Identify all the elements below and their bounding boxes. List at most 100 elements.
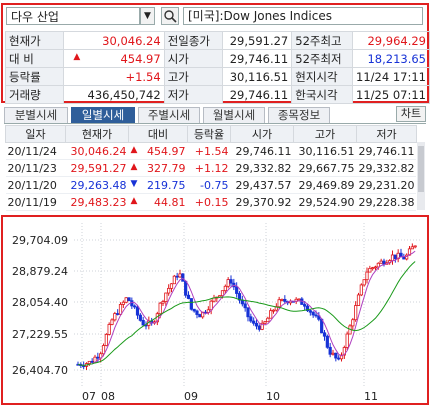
candle-down [252, 320, 256, 324]
candle-up [101, 345, 106, 355]
candle-up [331, 352, 335, 355]
market-name: [미국]:Dow Jones Indices [183, 7, 423, 25]
col-change[interactable]: 대비 [128, 125, 188, 143]
table-row[interactable]: 20/11/24 30,046.24 ▲ 454.97 +1.54 29,746.… [5, 142, 417, 160]
candle-down [328, 346, 332, 355]
candle-up [87, 360, 91, 364]
x-tick-label: 11 [364, 390, 378, 403]
candle-down [133, 305, 137, 308]
row-low: 29,228.38 [356, 193, 417, 211]
prev-close-label: 전일종가 [163, 31, 224, 50]
candle-down [334, 352, 338, 359]
tab-daily[interactable]: 일별시세 [71, 107, 135, 123]
chart-grid [74, 223, 420, 387]
candle-down [96, 356, 100, 359]
quote-table: 현재가 30,046.24 전일종가 29,591.27 52주최고 29,96… [4, 31, 430, 104]
ma-long-line [77, 261, 416, 366]
candle-up [121, 301, 125, 305]
table-row[interactable]: 20/11/19 29,483.23 ▲ 44.81 +0.15 29,370.9… [5, 193, 417, 211]
tab-minute[interactable]: 분별시세 [4, 107, 68, 123]
prev-close-value: 29,591.27 [222, 31, 293, 50]
rate-label: 등락률 [4, 67, 65, 86]
row-high: 30,116.51 [293, 142, 357, 160]
row-date: 20/11/20 [5, 176, 66, 194]
candle-down [116, 313, 120, 315]
y-tick-label: 28,054.40 [12, 296, 68, 309]
candle-down [198, 314, 202, 318]
row-open: 29,370.92 [230, 193, 294, 211]
candle-up [124, 297, 128, 303]
y-tick-label: 29,704.09 [12, 234, 68, 247]
candle-down [141, 319, 145, 326]
symbol-input[interactable]: 다우 산업 [6, 7, 140, 25]
row-close: 30,046.24 [65, 142, 129, 160]
candle-down [311, 311, 315, 316]
candle-down [192, 308, 196, 312]
row-change: ▲ 44.81 [128, 193, 188, 211]
scrollbar-thumb[interactable] [418, 146, 424, 192]
search-button[interactable] [161, 7, 179, 25]
candles [76, 243, 417, 371]
candle-up [107, 324, 111, 335]
candle-up [368, 267, 372, 273]
candle-down [175, 275, 179, 278]
candle-down [243, 303, 247, 309]
col-high[interactable]: 고가 [293, 125, 357, 143]
candle-up [362, 279, 366, 286]
candle-up [277, 299, 281, 308]
tab-bar: 분별시세 일별시세 주별시세 월별시세 종목정보 [4, 107, 426, 124]
table-row[interactable]: 20/11/23 29,591.27 ▲ 327.79 +1.12 29,332.… [5, 159, 417, 177]
tab-monthly[interactable]: 월별시세 [203, 107, 265, 123]
candle-up [373, 266, 378, 269]
tab-stock-info[interactable]: 종목정보 [268, 107, 330, 123]
ma-short-line [77, 250, 416, 366]
low-value: 29,746.11 [222, 85, 293, 104]
col-date[interactable]: 일자 [5, 125, 66, 143]
col-rate[interactable]: 등락율 [187, 125, 231, 143]
candle-up [206, 309, 210, 313]
candle-down [399, 252, 403, 258]
row-close: 29,263.48 [65, 176, 129, 194]
table-scrollbar[interactable] [417, 142, 425, 210]
candle-up [209, 300, 213, 311]
w52-high-label: 52주최고 [291, 31, 353, 50]
y-tick-label: 26,404.70 [12, 364, 68, 377]
candle-up [158, 302, 162, 315]
candle-up [339, 354, 344, 360]
candle-up [280, 298, 284, 301]
row-change: ▲ 454.97 [128, 142, 188, 160]
tab-weekly[interactable]: 주별시세 [138, 107, 200, 123]
row-change: ▲ 327.79 [128, 159, 188, 177]
row-rate: +1.12 [187, 159, 231, 177]
candle-up [271, 309, 276, 312]
col-open[interactable]: 시가 [230, 125, 294, 143]
symbol-dropdown-button[interactable]: ▼ [140, 7, 155, 25]
candle-down [235, 286, 239, 294]
candle-up [413, 245, 417, 248]
candle-up [390, 254, 395, 262]
col-low[interactable]: 저가 [356, 125, 417, 143]
row-high: 29,667.75 [293, 159, 357, 177]
candle-down [308, 310, 312, 313]
candle-up [269, 310, 273, 319]
high-value: 30,116.51 [222, 67, 293, 86]
x-tick-label: 09 [184, 390, 198, 403]
candle-up [266, 317, 270, 323]
candlestick-chart[interactable]: 29,704.09 28,879.24 28,054.40 27,229.55 26,4… [4, 219, 426, 403]
candle-up [376, 262, 380, 268]
y-axis-ticks: 29,704.09 28,879.24 28,054.40 27,229.55 26,4… [12, 234, 68, 377]
candle-up [405, 254, 409, 260]
candle-up [223, 285, 227, 292]
col-close[interactable]: 현재가 [65, 125, 129, 143]
korea-time-value: 11/25 07:11 [352, 85, 430, 104]
symbol-bar: 다우 산업 ▼ [미국]:Dow Jones Indices [4, 5, 426, 28]
candle-up [263, 321, 267, 324]
high-label: 고가 [163, 67, 224, 86]
candle-down [382, 260, 386, 265]
chart-button[interactable]: 차트 [396, 106, 426, 122]
table-row[interactable]: 20/11/20 29,263.48 ▼ 219.75 -0.75 29,437.… [5, 176, 417, 194]
rate-value: +1.54 [63, 67, 165, 86]
candle-down [135, 306, 140, 316]
row-open: 29,332.82 [230, 159, 294, 177]
candle-down [90, 360, 94, 363]
